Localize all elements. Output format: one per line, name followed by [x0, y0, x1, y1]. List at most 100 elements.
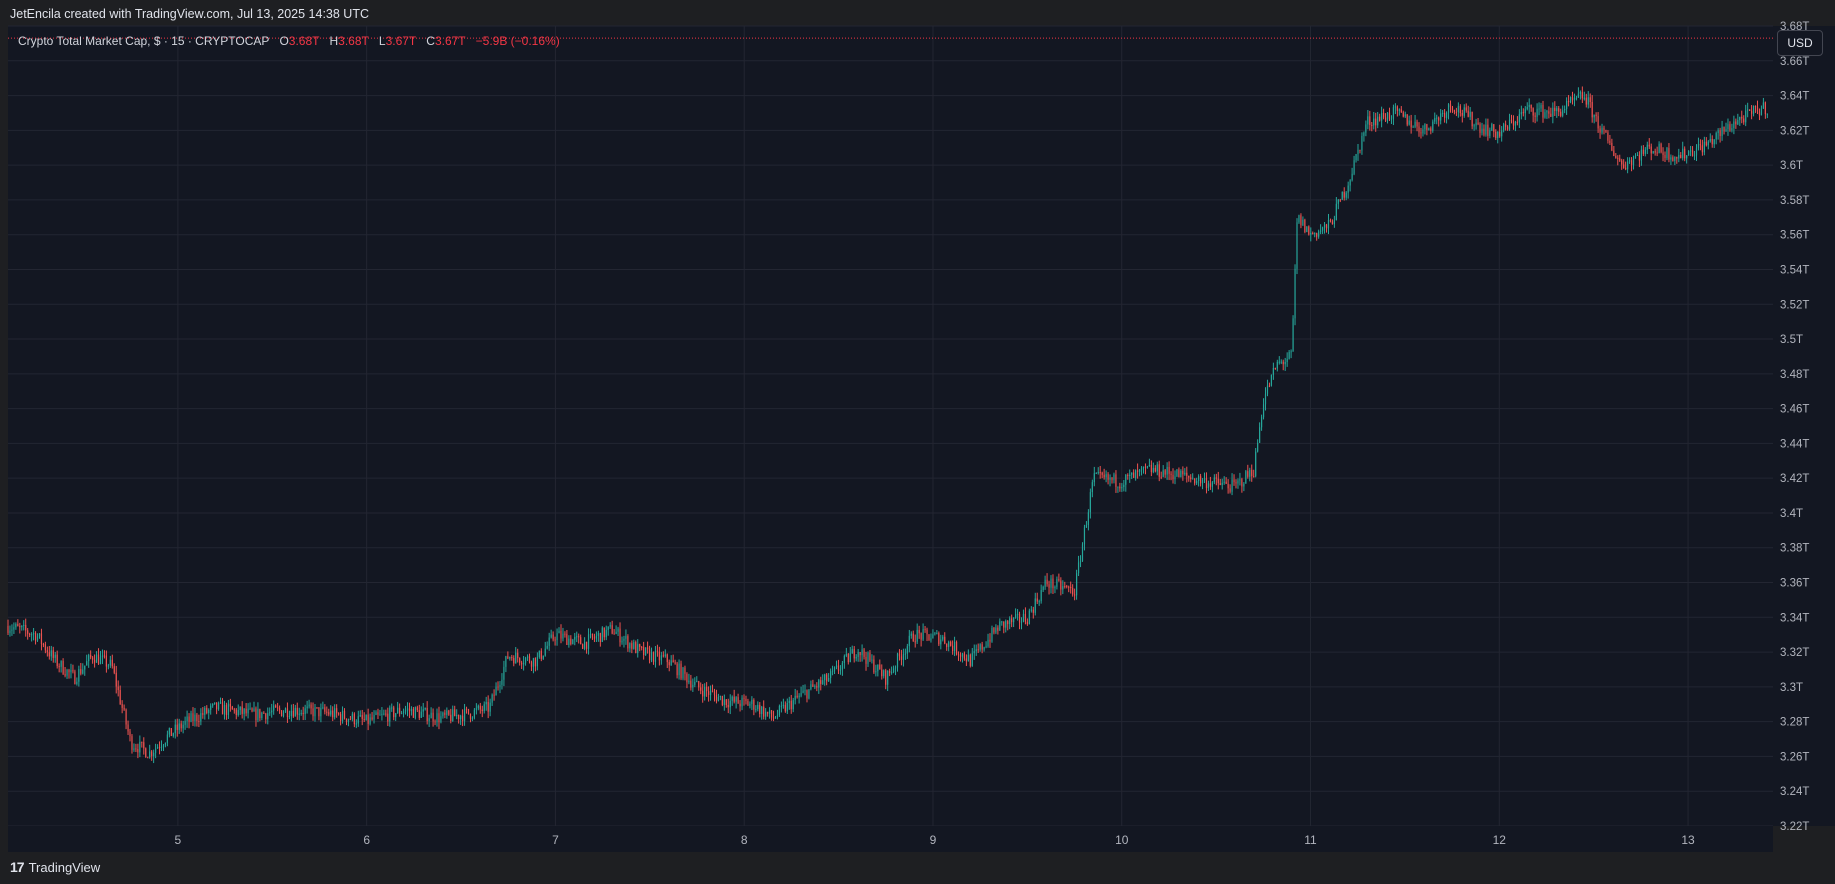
candle-body [174, 724, 176, 734]
candle-body [460, 715, 462, 720]
candle-body [892, 668, 895, 673]
candle-body [147, 757, 149, 759]
candle-body [1607, 132, 1609, 141]
candle-body [1176, 469, 1178, 477]
candle-body [576, 636, 578, 638]
candle-body [847, 653, 849, 663]
candle-body [1636, 154, 1639, 156]
candle-body [395, 713, 397, 718]
candle-body [1416, 121, 1418, 127]
candle-body [332, 710, 334, 718]
candle-body [574, 636, 576, 640]
candle-body [1422, 129, 1424, 134]
candle-body [1194, 478, 1196, 484]
candle-body [774, 717, 777, 719]
candle-body [1030, 609, 1032, 611]
candle-body [751, 699, 753, 704]
candle-body [528, 656, 531, 663]
candle-body [879, 664, 881, 670]
candles [7, 86, 1768, 764]
candle-body [969, 654, 971, 666]
candle-body [1741, 116, 1743, 119]
candle-body [463, 708, 466, 722]
candle-body [1046, 579, 1048, 585]
candle-body [1471, 111, 1473, 127]
candle-body [304, 708, 306, 715]
candle-body [1005, 621, 1007, 628]
candle-body [564, 633, 566, 635]
candle-body [1434, 117, 1436, 122]
candle-body [1142, 466, 1145, 469]
candle-body [997, 627, 999, 631]
candle-body [194, 714, 196, 722]
candle-body [473, 709, 476, 718]
candle-body [1280, 361, 1282, 363]
candle-body [1239, 479, 1241, 481]
candle-body [1571, 97, 1574, 101]
candle-body [957, 654, 960, 656]
candle-body [1660, 143, 1662, 153]
candle-body [709, 690, 712, 696]
close-value: 3.67T [434, 34, 466, 48]
candle-body [54, 654, 56, 658]
candle-body [361, 715, 363, 719]
candle-body [727, 704, 729, 708]
candle-body [932, 634, 934, 639]
candle-body [952, 645, 954, 652]
candle-body [406, 708, 409, 710]
candle-body [1085, 525, 1088, 528]
candle-body [684, 667, 686, 674]
candle-body [1349, 180, 1351, 186]
candle-body [1632, 158, 1635, 165]
candle-body [1420, 132, 1422, 134]
candle-body [723, 699, 725, 705]
candle-body [1510, 119, 1513, 121]
candle-body [363, 718, 365, 720]
candle-body [910, 633, 912, 636]
candle-body [971, 653, 973, 666]
candle-body [1518, 114, 1520, 123]
tradingview-brand[interactable]: 17 TradingView [10, 859, 100, 875]
candle-body [302, 712, 304, 715]
candle-body [397, 707, 399, 714]
symbol-name[interactable]: Crypto Total Market Cap, $ · 15 · CRYPTO… [18, 34, 270, 48]
candle-body [119, 690, 121, 705]
candle-body [686, 673, 688, 683]
candle-body [1363, 132, 1365, 136]
time-tick-label: 5 [175, 833, 182, 847]
candle-body [940, 639, 942, 645]
candle-body [981, 644, 983, 650]
candle-body [650, 652, 653, 661]
candle-body [1516, 122, 1519, 124]
candle-body [383, 713, 385, 715]
candle-body [991, 627, 993, 642]
low-value: 3.67T [385, 34, 417, 48]
candle-body [92, 657, 94, 660]
candle-body [381, 713, 383, 715]
candle-body [770, 710, 773, 718]
candle-body [601, 627, 603, 642]
candle-body [1140, 468, 1143, 470]
chart-pane[interactable] [8, 26, 1773, 826]
currency-button[interactable]: USD [1777, 30, 1823, 56]
candle-body [217, 702, 220, 710]
candle-body [1678, 155, 1680, 159]
candle-body [1072, 588, 1074, 595]
candle-body [1682, 148, 1684, 159]
candle-body [282, 712, 285, 717]
price-tick-label: 3.36T [1780, 578, 1809, 590]
candle-body [42, 643, 45, 645]
candle-body [652, 652, 655, 662]
candle-body [1203, 478, 1206, 481]
candle-body [1491, 124, 1493, 131]
candle-body [1062, 586, 1064, 590]
candle-body [251, 708, 253, 712]
candle-body [680, 663, 682, 679]
candle-body [347, 719, 350, 722]
candle-body [74, 671, 76, 684]
symbol-legend[interactable]: Crypto Total Market Cap, $ · 15 · CRYPTO… [18, 34, 560, 48]
candle-body [1707, 141, 1709, 146]
candle-body [1408, 120, 1410, 125]
candle-body [615, 631, 617, 635]
